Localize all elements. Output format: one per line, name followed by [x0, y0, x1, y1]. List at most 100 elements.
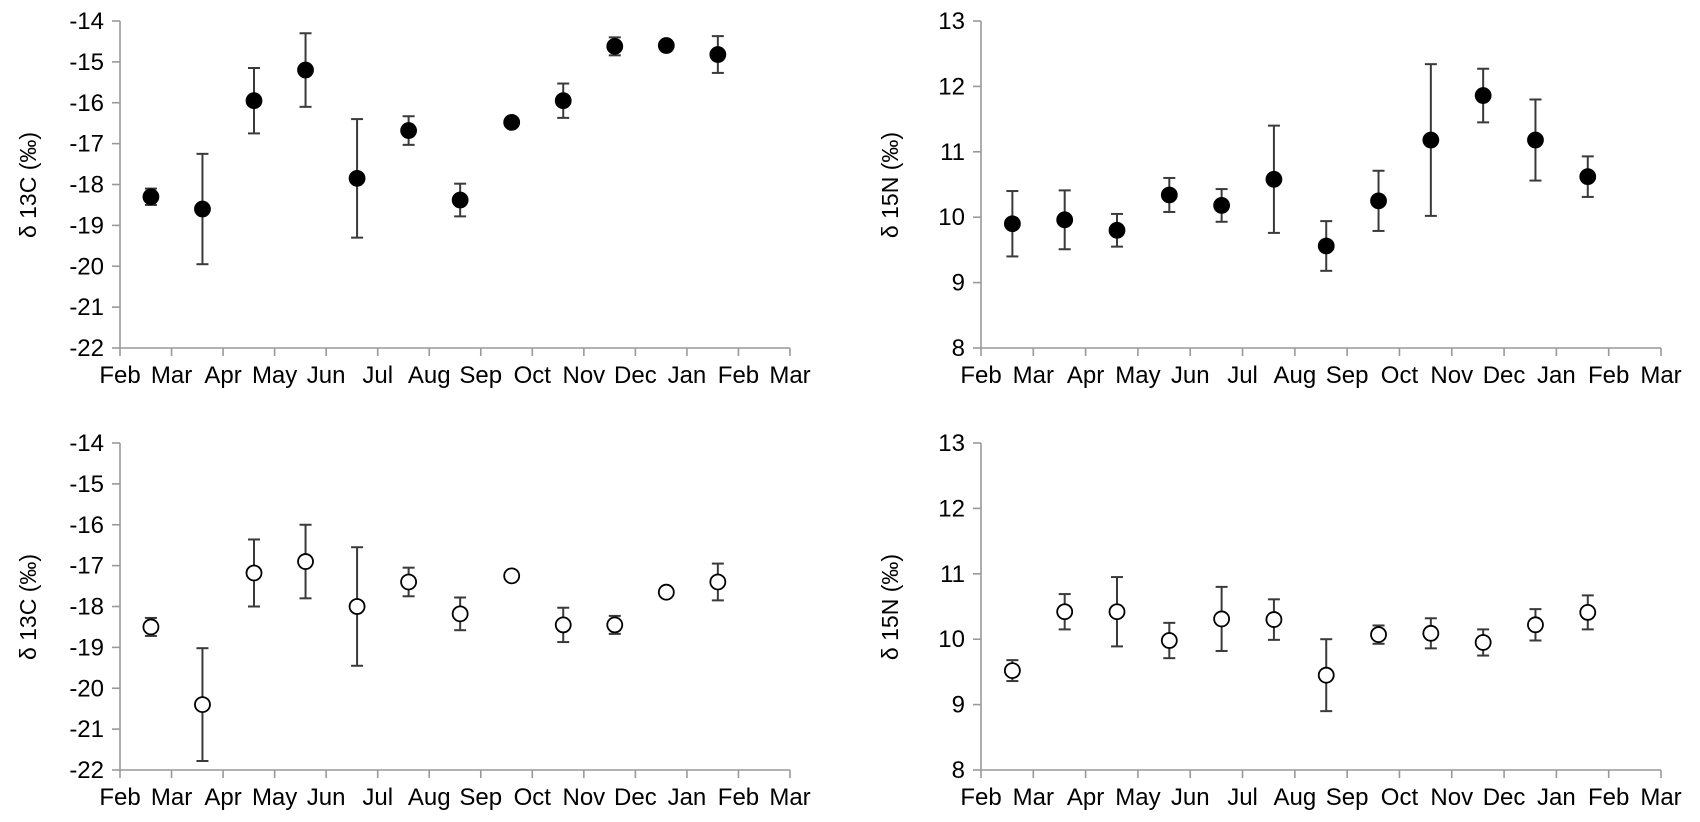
data-point — [1265, 170, 1283, 188]
x-tick-label: Sep — [1326, 362, 1369, 389]
x-tick-label: Feb — [718, 362, 759, 389]
x-tick-label: Jul — [1227, 362, 1258, 389]
y-axis-title: δ 15N (‰) — [877, 554, 903, 660]
y-tick-label: -20 — [69, 253, 104, 280]
y-tick-label: -14 — [69, 8, 104, 35]
data-point — [1213, 197, 1231, 214]
x-tick-label: Nov — [563, 362, 606, 389]
x-tick-label: Oct — [1381, 784, 1419, 811]
x-tick-label: Dec — [614, 784, 657, 811]
x-tick-label: Jan — [668, 784, 707, 811]
y-tick-label: 13 — [938, 8, 965, 35]
data-point — [1213, 610, 1231, 628]
y-tick-label: -22 — [69, 757, 104, 784]
x-tick-label: Jan — [1537, 362, 1576, 389]
data-point — [1056, 211, 1074, 229]
data-point — [1160, 186, 1178, 204]
data-point — [554, 92, 572, 110]
data-point — [297, 61, 314, 79]
data-point — [451, 605, 469, 623]
x-tick-label: Feb — [960, 362, 1001, 389]
data-point — [709, 46, 727, 63]
x-tick-label: Feb — [960, 784, 1001, 811]
data-point — [709, 573, 727, 591]
x-tick-label: Nov — [563, 784, 606, 811]
data-point — [1317, 666, 1335, 684]
data-point — [1422, 624, 1440, 642]
y-tick-label: -17 — [69, 553, 104, 580]
x-tick-label: Aug — [408, 362, 451, 389]
data-point — [1527, 131, 1544, 149]
data-point — [1160, 632, 1178, 649]
data-point — [606, 37, 624, 55]
data-point — [1474, 87, 1492, 104]
y-tick-label: -15 — [69, 49, 104, 76]
data-point — [503, 567, 521, 585]
data-point — [194, 200, 211, 218]
y-tick-label: -20 — [69, 675, 104, 702]
y-tick-label: 10 — [938, 626, 965, 653]
x-tick-label: Nov — [1430, 362, 1473, 389]
data-point — [1422, 131, 1440, 149]
x-tick-label: Sep — [1326, 784, 1369, 811]
x-tick-label: Apr — [204, 362, 241, 389]
y-tick-label: -16 — [69, 90, 104, 117]
x-tick-label: Feb — [1588, 362, 1629, 389]
y-tick-label: -17 — [69, 131, 104, 158]
y-tick-label: -16 — [69, 512, 104, 539]
data-point — [1370, 626, 1387, 644]
x-tick-label: Dec — [1483, 784, 1526, 811]
y-tick-label: -18 — [69, 172, 104, 199]
data-point — [1474, 634, 1492, 651]
data-point — [194, 696, 211, 713]
x-tick-label: Sep — [459, 784, 502, 811]
x-tick-label: Feb — [99, 362, 140, 389]
x-tick-label: Jul — [1227, 784, 1258, 811]
x-tick-label: Jul — [362, 784, 393, 811]
data-point — [657, 583, 675, 601]
y-axis-title: δ 13C (‰) — [15, 554, 41, 660]
data-point — [297, 553, 314, 570]
data-point — [657, 37, 675, 54]
data-point — [503, 113, 521, 131]
data-point — [451, 191, 469, 209]
x-tick-label: Apr — [1067, 784, 1104, 811]
x-tick-label: Mar — [769, 362, 810, 389]
y-axis-title: δ 15N (‰) — [877, 132, 903, 238]
data-point — [348, 598, 366, 615]
data-point — [348, 169, 366, 187]
data-point — [606, 616, 624, 634]
x-tick-label: Sep — [459, 362, 502, 389]
y-tick-label: -21 — [69, 294, 104, 321]
data-point — [1108, 603, 1126, 621]
x-tick-label: May — [1115, 784, 1160, 811]
data-point — [1370, 192, 1387, 210]
y-tick-label: 8 — [952, 757, 965, 784]
x-tick-label: Mar — [1640, 362, 1681, 389]
x-tick-label: Dec — [1483, 362, 1526, 389]
x-tick-label: Mar — [151, 362, 192, 389]
x-tick-label: Jul — [362, 362, 393, 389]
data-point — [1265, 611, 1283, 628]
y-tick-label: 9 — [952, 692, 965, 719]
x-tick-label: Mar — [1013, 784, 1054, 811]
x-tick-label: Aug — [408, 784, 451, 811]
y-tick-label: 11 — [940, 561, 965, 588]
y-tick-label: 9 — [952, 270, 965, 297]
y-tick-label: -14 — [69, 430, 104, 457]
data-point — [1003, 215, 1021, 233]
x-tick-label: Jan — [668, 362, 707, 389]
data-point — [1579, 603, 1597, 621]
x-tick-label: Feb — [718, 784, 759, 811]
data-point — [1056, 603, 1074, 621]
x-tick-label: Dec — [614, 362, 657, 389]
x-tick-label: Oct — [514, 784, 552, 811]
data-point — [1579, 168, 1597, 186]
data-point — [554, 616, 572, 634]
y-tick-label: 8 — [952, 335, 965, 362]
data-point — [142, 618, 160, 636]
